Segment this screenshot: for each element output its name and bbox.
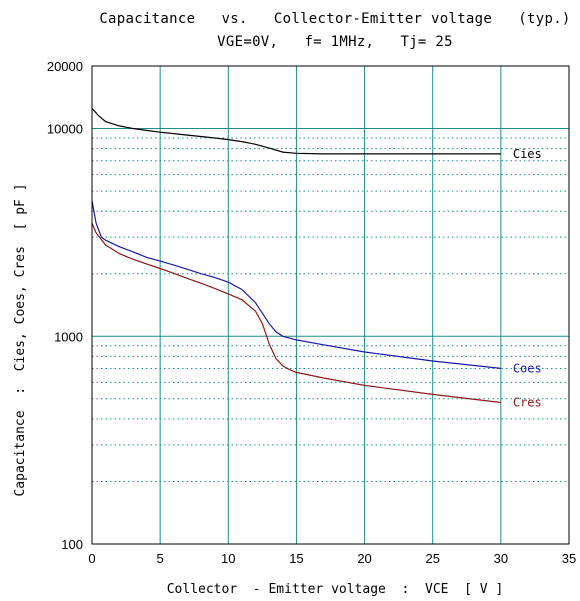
series-label-cres: Cres bbox=[513, 395, 542, 409]
y-tick-label: 10000 bbox=[47, 122, 83, 137]
x-tick-label: 30 bbox=[494, 551, 508, 566]
series-layer bbox=[91, 107, 501, 404]
series-line-coes bbox=[91, 200, 501, 369]
tick-labels: 0 5 10 15 20 25 30 35 100 1000 10000 20000 bbox=[47, 59, 576, 566]
series-line-cies bbox=[91, 107, 501, 155]
x-tick-label: 20 bbox=[357, 551, 371, 566]
series-label-coes: Coes bbox=[513, 361, 542, 375]
chart-title: Capacitance vs. Collector-Emitter voltag… bbox=[99, 11, 570, 27]
series-label-cies: Cies bbox=[513, 147, 542, 161]
chart-subtitle: VGE=0V, f= 1MHz, Tj= 25 bbox=[217, 34, 453, 50]
x-axis-label: Collector - Emitter voltage : VCE [ V ] bbox=[167, 582, 504, 597]
x-tick-label: 35 bbox=[562, 551, 576, 566]
grid-lines bbox=[92, 66, 569, 544]
x-tick-label: 5 bbox=[157, 551, 164, 566]
series-labels: Cies Coes Cres bbox=[513, 147, 542, 410]
y-tick-label: 100 bbox=[61, 537, 83, 552]
plot-frame bbox=[91, 65, 570, 545]
series-line-cres bbox=[91, 222, 501, 404]
x-tick-label: 0 bbox=[88, 551, 95, 566]
x-tick-label: 25 bbox=[425, 551, 439, 566]
y-tick-label: 20000 bbox=[47, 59, 83, 74]
y-tick-label: 1000 bbox=[54, 329, 83, 344]
y-axis-label: Capacitance : Cies, Coes, Cres [ pF ] bbox=[13, 183, 28, 496]
x-tick-label: 10 bbox=[221, 551, 235, 566]
x-tick-label: 15 bbox=[289, 551, 303, 566]
